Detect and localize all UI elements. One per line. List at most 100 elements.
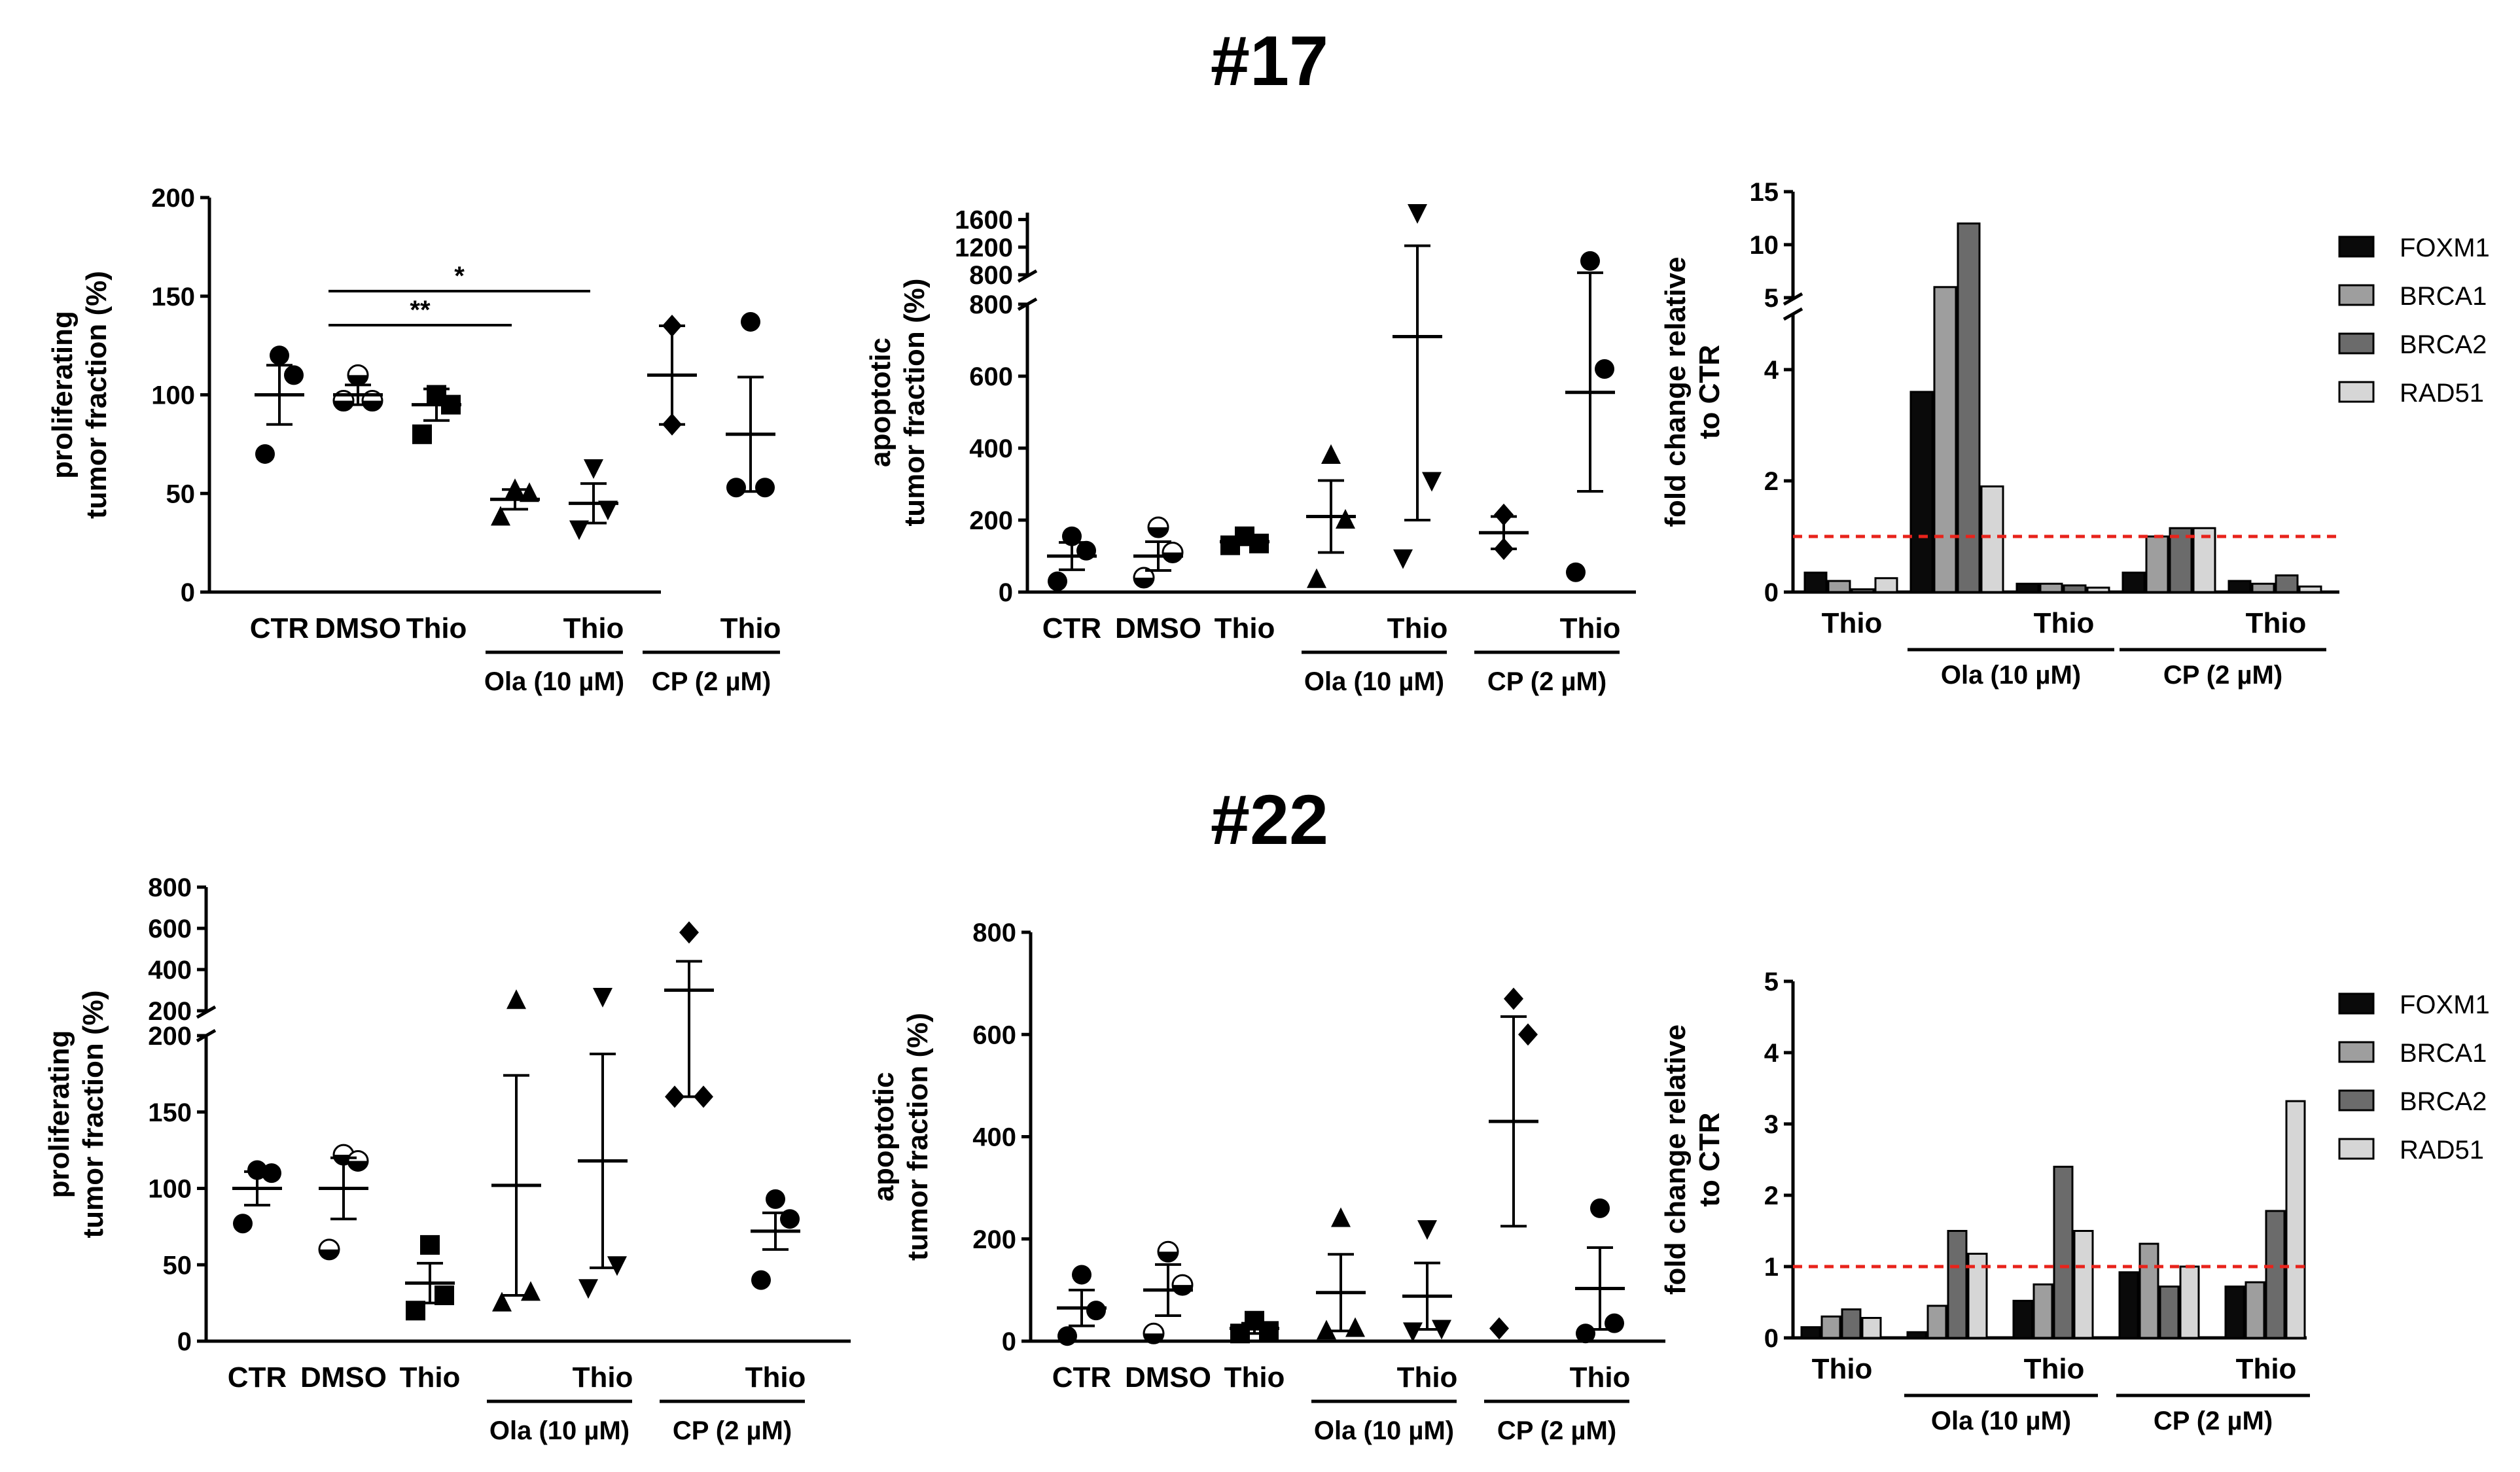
group-label: Ola (10 µM) [484, 667, 624, 696]
data-point [420, 1235, 440, 1255]
title-17: #17 [1211, 21, 1328, 100]
group-label: CP (2 µM) [2163, 661, 2282, 690]
y-tick-label: 4 [1764, 356, 1779, 385]
data-point [1408, 204, 1427, 224]
series-3 [490, 478, 540, 526]
bar-BRCA1 [1926, 1305, 1947, 1339]
legend-label: BRCA1 [2400, 1039, 2487, 1068]
bar-BRCA1 [1933, 286, 1957, 593]
data-point [284, 365, 304, 385]
data-point [1590, 1198, 1610, 1218]
data-point [741, 311, 760, 332]
data-point [520, 482, 539, 502]
data-point [1307, 568, 1326, 588]
series-6 [751, 1189, 800, 1290]
x-tick-label: Thio [1215, 612, 1275, 644]
bar-FOXM1 [1800, 1326, 1821, 1339]
x-tick-label: CTR [228, 1361, 287, 1393]
data-point [1057, 1326, 1077, 1346]
series-6 [1575, 1198, 1625, 1344]
y-tick-label: 200 [972, 1225, 1016, 1254]
x-tick-label: Thio [1224, 1361, 1285, 1393]
bar-FOXM1 [2121, 571, 2146, 593]
y-axis-label: tumor fraction (%) [77, 990, 109, 1238]
data-point-fill [363, 400, 382, 411]
x-tick-label: DMSO [1125, 1361, 1211, 1393]
series-0 [1047, 526, 1097, 591]
bar-BRCA1 [1820, 1315, 1841, 1339]
x-tick-label: DMSO [315, 612, 401, 644]
data-point [1494, 503, 1514, 526]
y-tick-label: 0 [1764, 1324, 1779, 1353]
bar-FOXM1 [1906, 1331, 1927, 1339]
data-point [506, 989, 526, 1009]
x-tick-label: Thio [2034, 607, 2095, 639]
legend-swatch [2338, 1089, 2375, 1112]
series-0 [1057, 1265, 1107, 1346]
x-tick-label: Thio [2236, 1353, 2297, 1385]
data-point [1504, 987, 1523, 1010]
data-point [1576, 1323, 1595, 1344]
data-point [1317, 1320, 1336, 1340]
axis-break-mark [1017, 297, 1038, 311]
bar-FOXM1 [1803, 571, 1828, 593]
group-label: Ola (10 µM) [489, 1416, 630, 1445]
y-tick-label: 50 [163, 1251, 192, 1280]
y-tick-label: 600 [972, 1021, 1016, 1049]
data-point [270, 345, 289, 366]
series-5 [1479, 503, 1529, 560]
series-5 [664, 921, 714, 1108]
y-tick-label: 2 [1764, 1182, 1779, 1210]
y-tick-label-upper: 800 [148, 873, 192, 902]
data-point [521, 1281, 541, 1301]
legend-swatch [2338, 992, 2375, 1015]
y-tick-label-upper: 1600 [955, 206, 1013, 235]
x-tick-label: CTR [250, 612, 309, 644]
series-3 [1306, 444, 1356, 588]
x-tick-label: Thio [2246, 607, 2307, 639]
bar-BRCA1 [2145, 535, 2169, 593]
data-point [607, 1256, 627, 1276]
bar-RAD51 [2179, 1265, 2200, 1339]
y-tick-label: 100 [151, 381, 195, 410]
y-tick-label: 3 [1764, 1110, 1779, 1139]
bar-BRCA2 [1851, 588, 1875, 593]
x-tick-label: Thio [745, 1361, 806, 1393]
data-point [412, 424, 432, 444]
panel-p22_fold: 0 1 2 3 4 5 fold change relative to CTR Thio Thio… [1659, 968, 2490, 1435]
y-axis-label: tumor fraction (%) [898, 279, 931, 527]
y-tick-label: 1 [1764, 1253, 1779, 1282]
group-label: CP (2 µM) [2154, 1407, 2273, 1435]
y-axis-label: apoptotic [864, 338, 896, 467]
series-2 [405, 1235, 455, 1321]
legend-label: FOXM1 [2400, 234, 2490, 262]
y-tick-label: 200 [151, 184, 195, 213]
data-point-fill [319, 1249, 339, 1259]
x-tick-label: CTR [1042, 612, 1101, 644]
data-point-fill [1144, 1333, 1163, 1344]
y-tick-label: 150 [148, 1098, 192, 1127]
series-4 [578, 987, 628, 1299]
data-point-fill [1158, 1252, 1178, 1262]
bar-BRCA2 [2265, 1210, 2286, 1339]
data-point [1086, 1301, 1106, 1321]
y-tick-label: 400 [972, 1123, 1016, 1152]
legend-swatch [2338, 236, 2375, 258]
panel-p22_apopt: 0 200 400 600 800 apoptotic tumor fraction (%)… [868, 919, 1665, 1445]
data-point [262, 1163, 281, 1183]
bar-BRCA2 [1841, 1308, 1862, 1339]
x-tick-label: Thio [563, 612, 624, 644]
data-point [1432, 1320, 1451, 1340]
series-1 [1143, 1240, 1194, 1344]
data-point-fill [1134, 578, 1154, 587]
bar-BRCA2 [1957, 222, 1981, 593]
y-tick-label: 200 [148, 1022, 192, 1051]
series-4 [1402, 1220, 1452, 1342]
y-tick-label: 2 [1764, 467, 1779, 496]
panel-p17_prolif: 0 50 100 150 200 proliferating tumor fraction … [46, 184, 781, 696]
bar-BRCA2 [2053, 1165, 2074, 1339]
legend-label: RAD51 [2400, 379, 2484, 408]
series-3 [1316, 1207, 1366, 1340]
x-tick-label: Thio [1570, 1361, 1631, 1393]
